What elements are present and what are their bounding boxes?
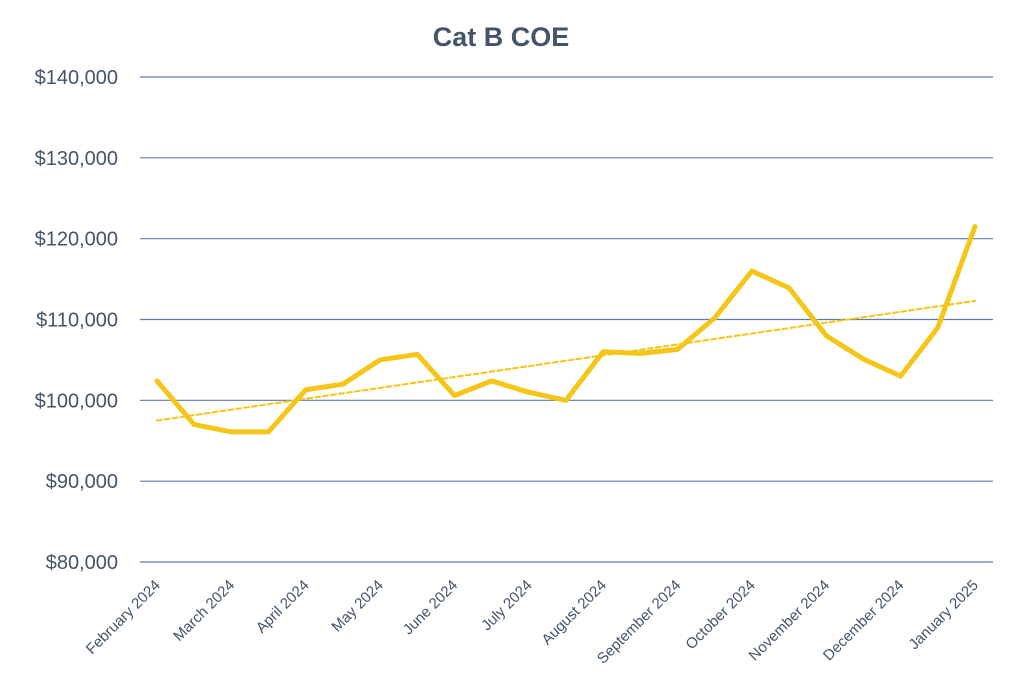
- x-tick-label: May 2024: [328, 577, 387, 636]
- y-tick-label: $140,000: [35, 67, 118, 89]
- y-axis-tick-labels: $80,000 $90,000 $100,000 $110,000 $120,000 $1…: [35, 67, 118, 574]
- y-tick-label: $80,000: [46, 552, 118, 574]
- series-line: [154, 224, 978, 435]
- x-tick-label: April 2024: [253, 577, 313, 637]
- x-tick-label: March 2024: [170, 577, 238, 645]
- x-tick-label: February 2024: [83, 577, 164, 658]
- y-tick-label: $100,000: [35, 390, 118, 412]
- x-tick-label: January 2025: [906, 577, 982, 653]
- gridlines: [140, 76, 993, 563]
- y-tick-label: $130,000: [35, 148, 118, 170]
- series-lines: [154, 224, 978, 435]
- x-tick-label: December 2024: [820, 577, 907, 664]
- x-tick-label: June 2024: [400, 577, 462, 639]
- y-tick-label: $110,000: [36, 310, 118, 332]
- x-tick-label: August 2024: [538, 577, 610, 649]
- chart-title: Cat B COE: [433, 22, 570, 52]
- y-tick-label: $90,000: [46, 471, 118, 493]
- x-tick-label: October 2024: [682, 577, 758, 653]
- x-axis-tick-labels: February 2024 March 2024 April 2024 May 202…: [83, 577, 982, 667]
- trendline: [156, 299, 976, 422]
- x-tick-label: July 2024: [478, 577, 535, 634]
- y-tick-label: $120,000: [35, 229, 118, 251]
